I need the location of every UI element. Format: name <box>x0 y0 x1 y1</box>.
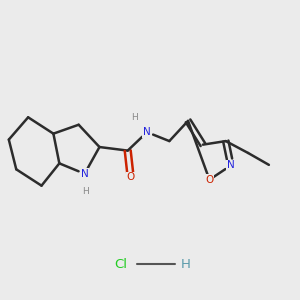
Text: O: O <box>205 175 214 185</box>
Text: N: N <box>227 160 235 170</box>
Text: Cl: Cl <box>114 258 127 271</box>
Text: H: H <box>181 258 190 271</box>
Text: H: H <box>82 187 88 196</box>
Text: N: N <box>143 127 151 137</box>
Text: O: O <box>127 172 135 182</box>
Text: N: N <box>81 169 88 179</box>
Text: H: H <box>131 113 138 122</box>
